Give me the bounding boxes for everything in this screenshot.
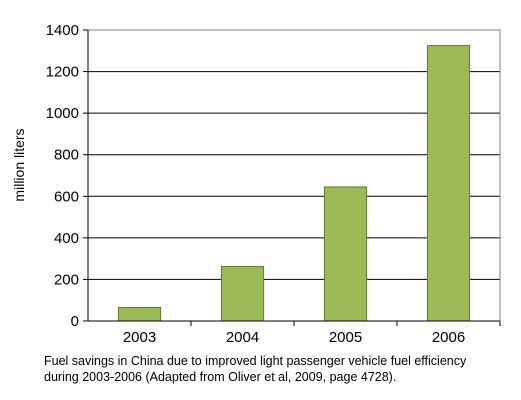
- y-tick-label: 400: [54, 230, 79, 247]
- x-tick-label: 2005: [329, 329, 362, 346]
- y-tick-label: 0: [71, 313, 79, 330]
- axes: [83, 29, 501, 326]
- bar-2004: [220, 266, 265, 322]
- y-tick-label: 200: [54, 271, 79, 288]
- y-tick-labels: 0 200 400 600 800 1000 1200 1400: [46, 22, 79, 330]
- y-tick-label: 800: [54, 147, 79, 164]
- y-tick-label: 1000: [46, 105, 79, 122]
- bar-2005: [323, 186, 368, 322]
- y-tick-label: 1200: [46, 64, 79, 81]
- y-tick-label: 1400: [46, 22, 79, 39]
- x-tick-label: 2003: [123, 329, 156, 346]
- y-axis-title: million liters: [11, 128, 27, 201]
- figure-caption: Fuel savings in China due to improved li…: [44, 353, 514, 385]
- bar-2006: [426, 45, 471, 322]
- caption-line-2: during 2003-2006 (Adapted from Oliver et…: [44, 370, 397, 384]
- x-tick-label: 2006: [432, 329, 465, 346]
- bar-2003: [117, 306, 162, 322]
- y-tick-label: 600: [54, 188, 79, 205]
- x-tick-label: 2004: [226, 329, 259, 346]
- caption-line-1: Fuel savings in China due to improved li…: [44, 354, 467, 368]
- x-tick-labels: 2003 2004 2005 2006: [123, 329, 465, 346]
